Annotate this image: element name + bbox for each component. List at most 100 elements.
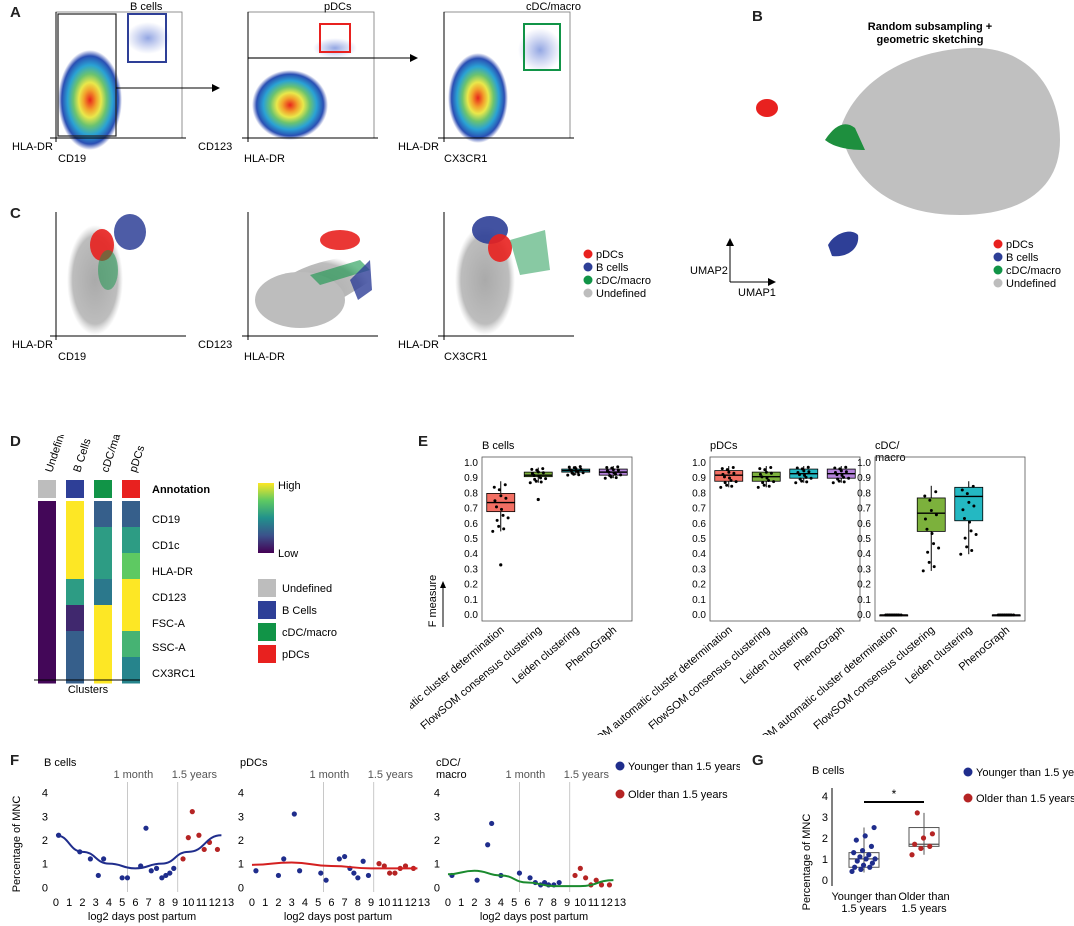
data-point: [858, 866, 864, 872]
y-tick-label: 0.3: [464, 564, 478, 575]
data-point: [932, 565, 936, 569]
data-point: [871, 824, 877, 831]
data-point: [506, 516, 510, 520]
y-tick-label: 0: [434, 882, 440, 894]
panel-a-gating: B cells HLA-DR CD19 pDCs CD123 HLA-DR cD…: [12, 1, 581, 165]
x-tick-label: 11: [196, 897, 207, 909]
data-point: [805, 480, 809, 484]
data-point: [355, 875, 361, 881]
data-point: [148, 868, 154, 874]
data-point: [719, 485, 723, 489]
y-tick-label: 0: [42, 882, 48, 894]
facet-title: pDCs: [710, 440, 738, 452]
y-tick-label: 3: [822, 812, 828, 824]
data-point: [720, 467, 724, 471]
panel-label-g: G: [752, 752, 764, 769]
legend-item: cDC/macro: [282, 627, 337, 639]
y-tick-label: 0.9: [692, 473, 706, 484]
heatmap-cell: [94, 605, 112, 632]
data-point: [593, 877, 599, 883]
x-tick-label: 11: [392, 897, 403, 909]
data-point: [756, 485, 760, 489]
data-point: [835, 473, 839, 477]
cdc-gate: [523, 23, 561, 71]
data-point: [932, 542, 936, 546]
gate-xlabel: HLA-DR: [244, 153, 285, 165]
data-point: [87, 856, 93, 862]
data-point: [1004, 613, 1008, 617]
x-tick-label: 6: [524, 897, 530, 909]
data-point: [536, 470, 540, 474]
data-point: [800, 479, 804, 483]
data-point: [495, 518, 499, 522]
data-point: [960, 488, 964, 492]
data-point: [101, 856, 107, 862]
x-tick-label: 4: [498, 897, 504, 909]
data-point: [532, 473, 536, 477]
panel-label-b: B: [752, 8, 763, 25]
data-point: [929, 831, 935, 837]
g-ylabel: Percentage of MNC: [801, 814, 813, 911]
data-point: [847, 476, 851, 480]
panel-label-e: E: [418, 433, 429, 450]
data-point: [491, 529, 495, 533]
trend-line: [55, 834, 222, 870]
panel-g-boxplot: B cells Percentage of MNC Younger than 1…: [801, 765, 1074, 915]
annotation-swatch: [122, 480, 140, 498]
fmeasure-facet: cDC/macro 0.0 0.1 0.2 0.3 0.4 0.5 0.6 0.7 0.8 0.9 1…: [736, 440, 1026, 735]
data-point: [544, 477, 548, 481]
overlay-legend: pDCs B cells cDC/macro Undefined: [583, 249, 651, 300]
legend-item: B cells: [1006, 252, 1039, 264]
x-tick-label: 13: [222, 897, 234, 909]
gate-ylabel: CD123: [198, 141, 232, 153]
data-point: [503, 483, 507, 487]
data-point: [844, 465, 848, 469]
data-point: [163, 872, 169, 879]
y-tick-label: 1: [238, 859, 244, 871]
data-point: [556, 879, 562, 886]
data-point: [863, 856, 869, 862]
data-point: [159, 875, 165, 881]
data-point: [619, 473, 623, 477]
x-tick-label: 13: [614, 897, 626, 909]
heatmap-footer: Clusters: [68, 684, 109, 695]
data-point: [912, 841, 918, 847]
data-point: [772, 480, 776, 484]
data-point: [894, 613, 898, 617]
data-point: [854, 858, 860, 864]
facet-frame: [709, 456, 861, 622]
data-point: [605, 465, 609, 469]
data-point: [499, 494, 503, 498]
data-point: [734, 480, 738, 484]
data-point: [797, 473, 801, 477]
data-point: [124, 875, 131, 881]
data-point: [365, 872, 372, 879]
data-point: [804, 475, 808, 479]
data-point: [732, 471, 736, 475]
data-point: [868, 843, 875, 849]
data-point: [899, 613, 903, 617]
data-point: [381, 863, 387, 869]
data-point: [1007, 613, 1011, 617]
pdc-cluster: [756, 99, 778, 117]
color-scale: [258, 483, 274, 553]
annotation-swatch: [66, 480, 84, 498]
data-point: [731, 466, 735, 470]
data-point: [606, 882, 613, 888]
data-point: [857, 854, 863, 860]
annotation-swatch: [38, 480, 56, 498]
b-cell-cluster: [828, 231, 859, 257]
data-point: [143, 825, 149, 831]
y-tick-label: 0.4: [464, 549, 478, 560]
data-point: [402, 863, 409, 869]
data-point: [539, 476, 543, 480]
y-tick-label: 1: [822, 854, 828, 866]
data-point: [185, 835, 191, 841]
data-point: [918, 845, 924, 852]
data-point: [360, 858, 366, 864]
trend-line: [251, 861, 418, 870]
data-point: [534, 479, 538, 483]
panel-label-f: F: [10, 752, 20, 769]
data-point: [196, 832, 202, 838]
legend-swatch: [258, 601, 276, 619]
